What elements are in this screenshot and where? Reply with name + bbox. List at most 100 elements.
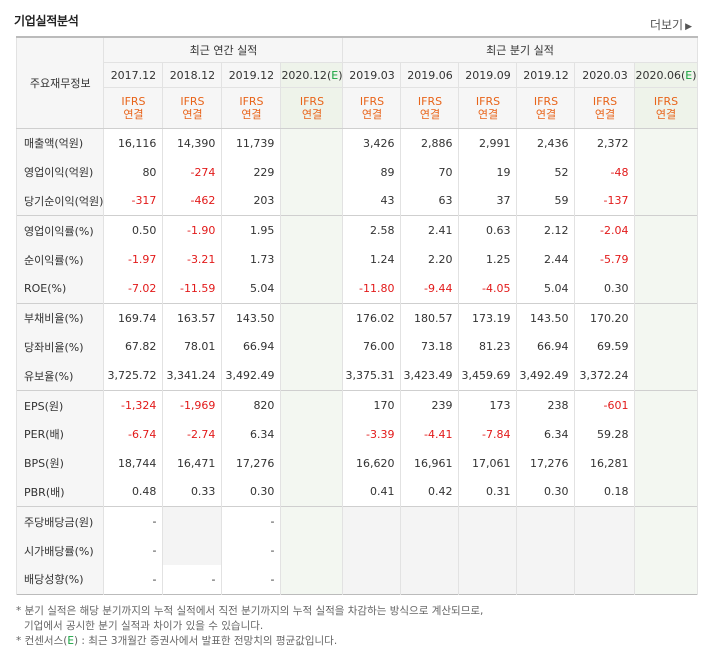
metric-label: 당좌비율(%) bbox=[15, 332, 105, 362]
table-cell bbox=[280, 506, 344, 537]
table-cell: 11,739 bbox=[221, 128, 282, 158]
type-ifrs: IFRS bbox=[592, 95, 618, 108]
table-row: 영업이익률(%) 0.50 -1.90 1.95 2.58 2.41 0.63 2.12 -2.… bbox=[15, 215, 698, 246]
table-cell: 52 bbox=[516, 157, 576, 187]
table-cell: 76.00 bbox=[342, 332, 402, 362]
table-cell: 19 bbox=[458, 157, 518, 187]
estimate-mark: E bbox=[331, 68, 339, 82]
table-cell bbox=[634, 302, 698, 333]
table-cell: 180.57 bbox=[400, 302, 460, 333]
period-header: 2017.12 bbox=[103, 62, 164, 88]
table-cell bbox=[280, 245, 344, 274]
table-cell: 173 bbox=[458, 390, 518, 420]
table-cell: 66.94 bbox=[221, 332, 282, 362]
table-cell bbox=[634, 186, 698, 216]
table-cell bbox=[634, 448, 698, 478]
table-cell: 3,341.24 bbox=[162, 361, 223, 391]
table-cell bbox=[280, 390, 344, 420]
table-cell bbox=[634, 157, 698, 187]
table-cell: -137 bbox=[574, 186, 636, 216]
table-row: 순이익률(%) -1.97 -3.21 1.73 1.24 2.20 1.25 2.44 -5.… bbox=[15, 245, 698, 274]
table-cell bbox=[516, 536, 576, 565]
table-cell: 0.31 bbox=[458, 477, 518, 507]
table-row: 영업이익(억원) 80 -274 229 89 70 19 52 -48 bbox=[15, 157, 698, 187]
type-consolidated: 연결 bbox=[301, 108, 323, 121]
table-cell: 16,116 bbox=[103, 128, 164, 158]
table-cell: 1.24 bbox=[342, 245, 402, 274]
metric-label: PER(배) bbox=[15, 419, 105, 449]
accounting-type: IFRS 연결 bbox=[634, 87, 698, 129]
table-cell: 37 bbox=[458, 186, 518, 216]
type-consolidated: 연결 bbox=[477, 108, 499, 121]
table-cell bbox=[634, 419, 698, 449]
table-cell: 2.12 bbox=[516, 215, 576, 246]
table-cell: 0.50 bbox=[103, 215, 164, 246]
period-header: 2019.09 bbox=[458, 62, 518, 88]
table-cell: 3,725.72 bbox=[103, 361, 164, 391]
metric-label: 당기순이익(억원) bbox=[15, 186, 105, 216]
table-cell: 170 bbox=[342, 390, 402, 420]
table-cell: - bbox=[103, 564, 164, 595]
accounting-type: IFRS 연결 bbox=[458, 87, 518, 129]
table-cell bbox=[574, 506, 636, 537]
table-cell: 229 bbox=[221, 157, 282, 187]
table-cell: 14,390 bbox=[162, 128, 223, 158]
table-row: 당기순이익(억원) -317 -462 203 43 63 37 59 -137 bbox=[15, 186, 698, 216]
table-row: 부채비율(%) 169.74 163.57 143.50 176.02 180.57 173… bbox=[15, 302, 698, 333]
table-cell bbox=[400, 564, 460, 595]
table-cell: 69.59 bbox=[574, 332, 636, 362]
table-cell: 3,459.69 bbox=[458, 361, 518, 391]
table-cell bbox=[634, 477, 698, 507]
footnote-1: * 분기 실적은 해당 분기까지의 누적 실적에서 직전 분기까지의 누적 실적… bbox=[16, 605, 484, 617]
table-cell: 67.82 bbox=[103, 332, 164, 362]
table-cell bbox=[634, 245, 698, 274]
table-cell: 81.23 bbox=[458, 332, 518, 362]
table-cell: -7.84 bbox=[458, 419, 518, 449]
table-cell: -7.02 bbox=[103, 273, 164, 304]
metric-label: 시가배당률(%) bbox=[15, 536, 105, 565]
table-cell: -601 bbox=[574, 390, 636, 420]
metric-label: 순이익률(%) bbox=[15, 245, 105, 274]
table-cell: -274 bbox=[162, 157, 223, 187]
table-cell bbox=[634, 273, 698, 304]
table-cell bbox=[634, 332, 698, 362]
table-cell: 0.33 bbox=[162, 477, 223, 507]
metric-label: 영업이익률(%) bbox=[15, 215, 105, 246]
table-row: 당좌비율(%) 67.82 78.01 66.94 76.00 73.18 81.23 66.… bbox=[15, 332, 698, 362]
metric-label: 유보율(%) bbox=[15, 361, 105, 391]
accounting-type: IFRS 연결 bbox=[280, 87, 344, 129]
table-cell: -3.21 bbox=[162, 245, 223, 274]
table-cell: 0.30 bbox=[574, 273, 636, 304]
table-cell: -462 bbox=[162, 186, 223, 216]
period-header: 2019.06 bbox=[400, 62, 460, 88]
table-cell: 2,886 bbox=[400, 128, 460, 158]
table-cell: 3,375.31 bbox=[342, 361, 402, 391]
period-header: 2019.03 bbox=[342, 62, 402, 88]
table-cell: 5.04 bbox=[516, 273, 576, 304]
table-cell: 2.41 bbox=[400, 215, 460, 246]
type-ifrs: IFRS bbox=[417, 95, 443, 108]
table-cell: 163.57 bbox=[162, 302, 223, 333]
type-ifrs: IFRS bbox=[180, 95, 205, 108]
period-header: 2020.03 bbox=[574, 62, 636, 88]
more-link[interactable]: 더보기 ▶ bbox=[650, 16, 692, 33]
period-label: 2020.06 bbox=[635, 68, 681, 82]
group-quarter-header: 최근 분기 실적 bbox=[342, 37, 698, 63]
table-cell bbox=[634, 128, 698, 158]
table-cell bbox=[280, 215, 344, 246]
table-cell bbox=[162, 506, 223, 537]
type-consolidated: 연결 bbox=[361, 108, 383, 121]
table-cell: -3.39 bbox=[342, 419, 402, 449]
type-consolidated: 연결 bbox=[655, 108, 677, 121]
metric-label: ROE(%) bbox=[15, 273, 105, 304]
table-cell: 3,372.24 bbox=[574, 361, 636, 391]
table-cell: 59.28 bbox=[574, 419, 636, 449]
table-cell bbox=[162, 536, 223, 565]
footnote-1-cont: 기업에서 공시한 분기 실적과 차이가 있을 수 있습니다. bbox=[24, 620, 264, 632]
accounting-type: IFRS 연결 bbox=[574, 87, 636, 129]
table-cell bbox=[280, 302, 344, 333]
table-cell bbox=[280, 419, 344, 449]
table-row: PBR(배) 0.48 0.33 0.30 0.41 0.42 0.31 0.30 0.18 bbox=[15, 477, 698, 507]
table-cell: 3,492.49 bbox=[516, 361, 576, 391]
table-cell: 0.30 bbox=[221, 477, 282, 507]
